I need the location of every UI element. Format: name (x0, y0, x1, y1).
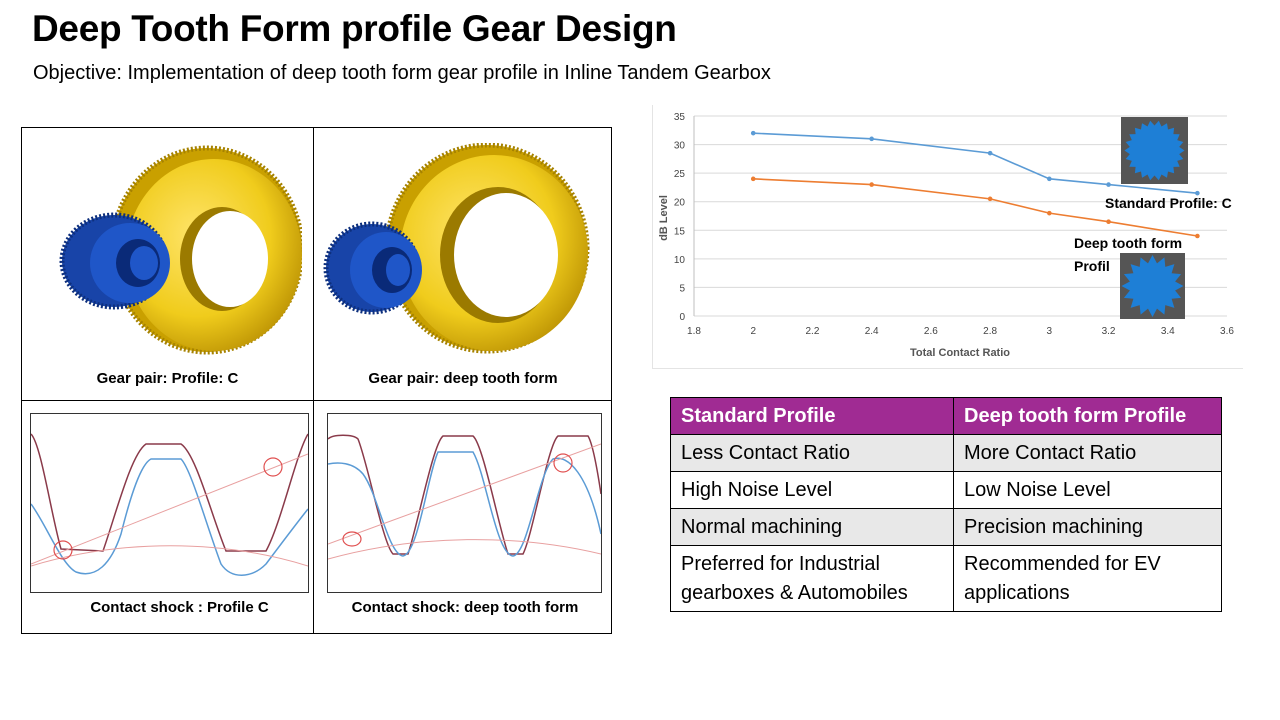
x-tick-label: 3 (1047, 326, 1053, 337)
contact-shock-profile-c-caption: Contact shock : Profile C (90, 599, 269, 616)
y-tick-label: 0 (679, 312, 685, 323)
series-point-0 (987, 150, 993, 156)
contact-shock-profile-c-image (30, 413, 309, 593)
x-tick-label: 1.8 (687, 326, 701, 337)
table-row: Less Contact Ratio More Contact Ratio (670, 434, 1222, 472)
gear-pair-profile-c-caption: Gear pair: Profile: C (96, 370, 239, 387)
x-tick-label: 3.4 (1161, 326, 1175, 337)
series-point-0 (1047, 176, 1052, 182)
db-level-chart-svg: 0 5 10 15 20 25 30 35 1.8 2 2.2 2.4 2.6 2.8 3 3.2 3.4 3.6… (658, 112, 1234, 359)
table-row: High Noise Level Low Noise Level (670, 471, 1222, 509)
standard-profile-annotation: Standard Profile: C (1105, 195, 1232, 211)
series-point-1 (1106, 219, 1111, 225)
y-tick-label: 35 (674, 112, 686, 123)
table-cell: Preferred for Industrial gearboxes & Aut… (670, 545, 954, 612)
y-axis-label: dB Level (658, 195, 670, 241)
table-cell: Less Contact Ratio (670, 434, 954, 472)
series-point-1 (869, 182, 874, 187)
x-tick-label: 2.4 (865, 326, 879, 337)
header-deep-tooth-profile: Deep tooth form Profile (953, 397, 1222, 435)
table-row: Normal machining Precision machining (670, 508, 1222, 546)
y-tick-label: 15 (674, 226, 686, 237)
series-point-0 (1195, 190, 1200, 196)
table-cell: Recommended for EV applications (953, 545, 1222, 612)
table-cell: High Noise Level (670, 471, 954, 509)
y-tick-label: 25 (674, 169, 686, 180)
grid-divider-horizontal (22, 400, 611, 401)
table-cell: Normal machining (670, 508, 954, 546)
table-cell: Precision machining (953, 508, 1222, 546)
gear-image-grid: Gear pair: Profile: C Gear pair: deep to… (21, 127, 612, 634)
x-axis-label: Total Contact Ratio (910, 347, 1010, 359)
y-tick-label: 10 (674, 255, 686, 266)
header-standard-profile: Standard Profile (670, 397, 954, 435)
standard-gear-icon (1124, 120, 1185, 181)
contact-shock-deep-tooth-caption: Contact shock: deep tooth form (351, 599, 579, 616)
slide-subtitle: Objective: Implementation of deep tooth … (33, 62, 771, 84)
series-line-0 (753, 132, 1198, 194)
comparison-table: Standard Profile Deep tooth form Profile… (670, 397, 1222, 612)
series-point-1 (1047, 210, 1052, 216)
y-tick-label: 30 (674, 141, 686, 152)
x-tick-label: 2.6 (924, 326, 938, 337)
y-tick-label: 20 (674, 198, 686, 209)
gear-pair-deep-tooth-caption: Gear pair: deep tooth form (368, 370, 558, 387)
deep-gear-icon (1121, 255, 1184, 317)
slide-title: Deep Tooth Form profile Gear Design (32, 8, 677, 49)
contact-shock-deep-tooth-image (327, 413, 602, 593)
table-header-row: Standard Profile Deep tooth form Profile (670, 397, 1222, 435)
deep-profile-annotation-line1: Deep tooth form (1074, 235, 1182, 251)
gear-pair-profile-c-image (52, 143, 305, 368)
series-point-1 (1195, 233, 1200, 239)
series-point-0 (869, 136, 874, 142)
series-line-1 (753, 178, 1198, 237)
series-point-1 (987, 196, 993, 202)
deep-profile-annotation-line2: Profil (1074, 258, 1110, 274)
series-point-0 (750, 130, 756, 136)
y-tick-label: 5 (679, 283, 685, 294)
table-row: Preferred for Industrial gearboxes & Aut… (670, 545, 1222, 612)
table-cell: Low Noise Level (953, 471, 1222, 509)
x-tick-label: 3.2 (1102, 326, 1116, 337)
x-tick-label: 2 (750, 326, 756, 337)
db-level-chart: 0 5 10 15 20 25 30 35 1.8 2 2.2 2.4 2.6 2.8 3 3.2 3.4 3.6… (652, 105, 1243, 369)
series-point-0 (1106, 182, 1111, 187)
gear-pair-deep-tooth-image (322, 142, 607, 368)
grid-divider-vertical (313, 128, 314, 633)
x-tick-label: 2.8 (983, 326, 997, 337)
x-tick-label: 3.6 (1220, 326, 1234, 337)
series-point-1 (750, 176, 756, 182)
table-cell: More Contact Ratio (953, 434, 1222, 472)
x-tick-label: 2.2 (805, 326, 819, 337)
